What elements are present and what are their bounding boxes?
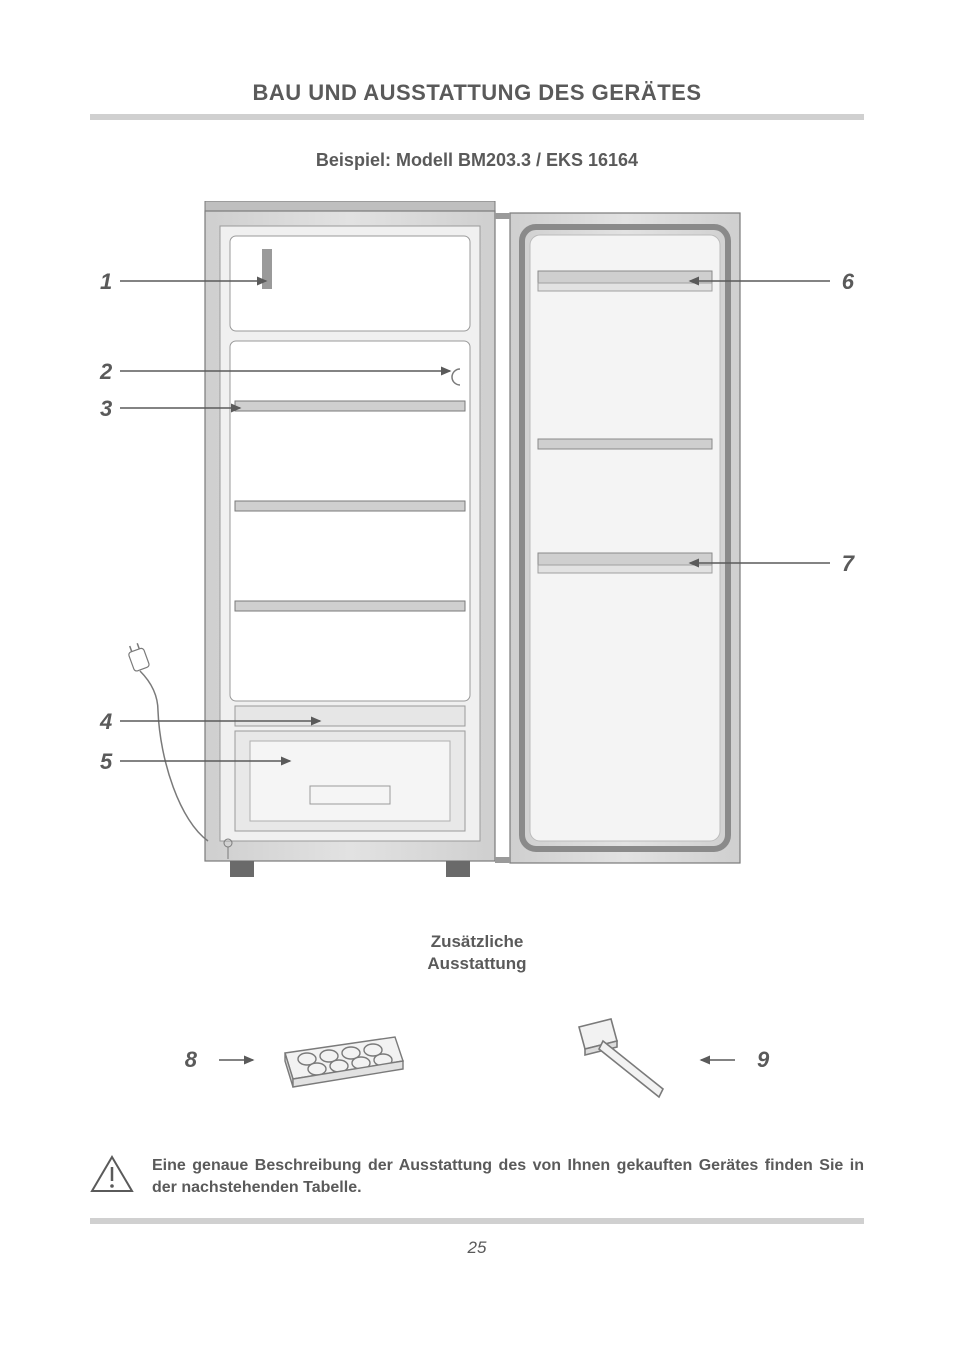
- arrow-9: [697, 1050, 737, 1070]
- accessory-egg-tray: 8: [185, 1025, 407, 1095]
- callout-4: 4: [100, 709, 112, 735]
- page-number: 25: [90, 1238, 864, 1258]
- callout-7: 7: [842, 551, 854, 577]
- scraper-icon: [567, 1015, 677, 1105]
- accessories-row: 8: [90, 1015, 864, 1105]
- callout-8: 8: [185, 1047, 197, 1073]
- note-row: Eine genaue Beschreibung der Ausstattung…: [90, 1155, 864, 1198]
- page-heading: BAU UND AUSSTATTUNG DES GERÄTES: [90, 80, 864, 106]
- additional-line2: Ausstattung: [427, 954, 526, 973]
- fridge-diagram: 1 2 3 4 5 6 7: [90, 201, 864, 901]
- callout-5: 5: [100, 749, 112, 775]
- callout-2: 2: [100, 359, 112, 385]
- egg-tray-icon: [277, 1025, 407, 1095]
- accessory-scraper: 9: [567, 1015, 769, 1105]
- note-text: Eine genaue Beschreibung der Ausstattung…: [152, 1155, 864, 1198]
- callout-6: 6: [842, 269, 854, 295]
- callout-1: 1: [100, 269, 112, 295]
- warning-icon: [90, 1155, 134, 1195]
- bottom-rule: [90, 1218, 864, 1224]
- arrow-8: [217, 1050, 257, 1070]
- callout-9: 9: [757, 1047, 769, 1073]
- callout-3: 3: [100, 396, 112, 422]
- fridge-svg: [90, 201, 864, 901]
- model-subheading: Beispiel: Modell BM203.3 / EKS 16164: [90, 150, 864, 171]
- additional-line1: Zusätzliche: [431, 932, 524, 951]
- additional-title: Zusätzliche Ausstattung: [90, 931, 864, 975]
- heading-rule: [90, 114, 864, 120]
